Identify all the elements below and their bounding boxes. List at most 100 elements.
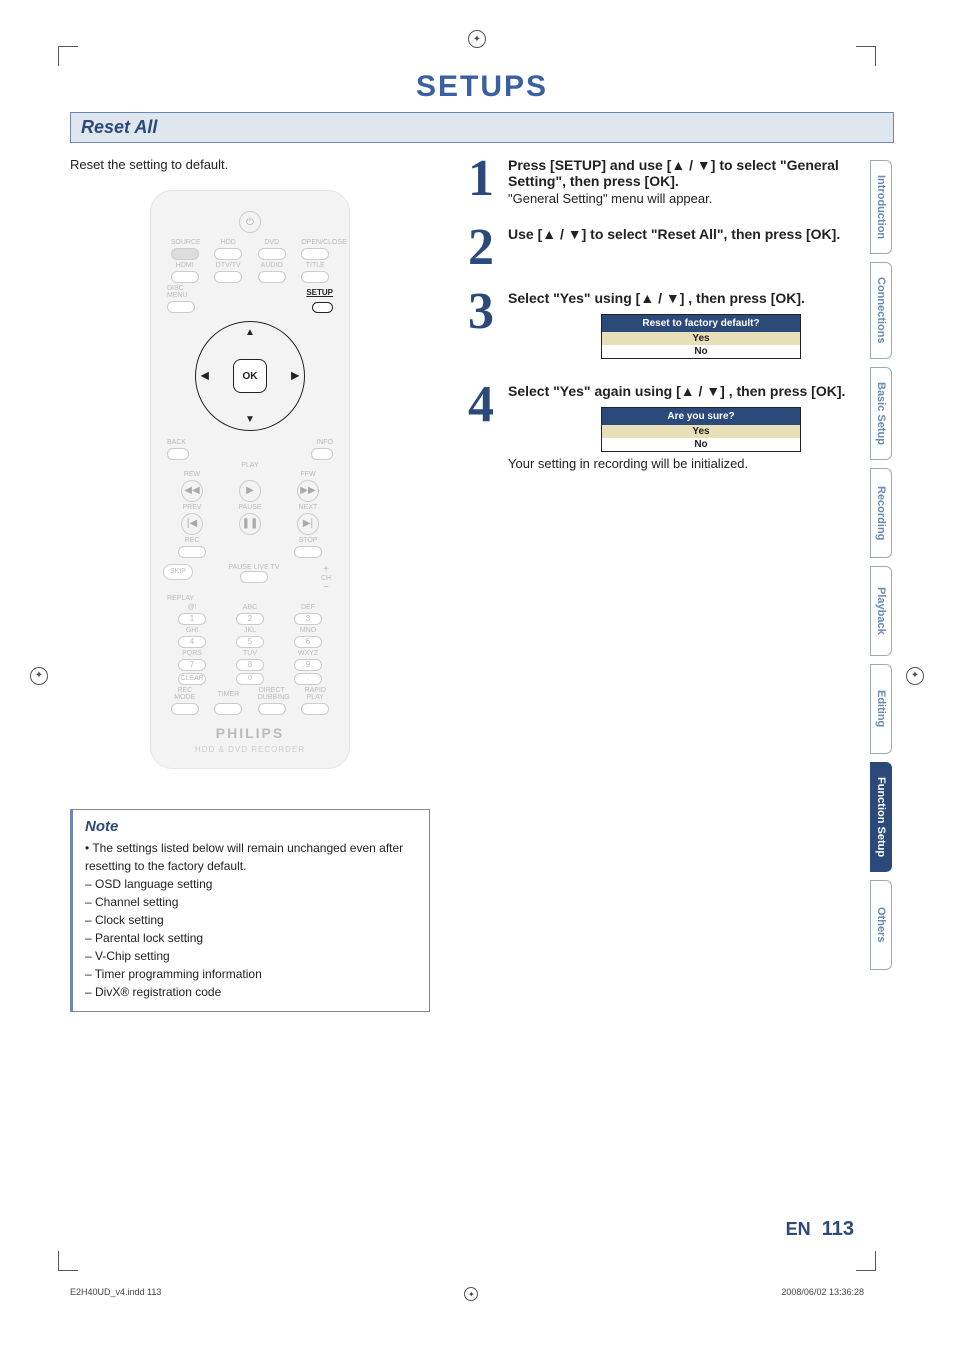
content: Reset the setting to default. ⏻ SOURCE H… [70, 157, 894, 1012]
remote-button [167, 301, 195, 313]
remote-label: REC [178, 537, 206, 544]
keypad-button: 7 [178, 659, 206, 671]
footer-right: 2008/06/02 13:36:28 [781, 1287, 864, 1301]
pause-icon: ❚❚ [239, 513, 261, 535]
crop-mark-icon [30, 667, 48, 685]
ok-button: OK [233, 359, 267, 393]
keypad-button: 6 [294, 636, 322, 648]
keypad-label: MNO [294, 627, 322, 634]
remote-button [171, 248, 199, 260]
next-icon: ▶| [297, 513, 319, 535]
remote-label: AUDIO [258, 262, 286, 269]
remote-label: PAUSE LIVE TV [193, 564, 315, 571]
note-item: Channel setting [85, 893, 417, 911]
rec-button [178, 546, 206, 558]
section-header: Reset All [70, 112, 894, 143]
keypad-button: 3 [294, 613, 322, 625]
intro-text: Reset the setting to default. [70, 157, 430, 172]
keypad: @!ABCDEF123GHIJKLMNO456PQRSTUVWXYZ789CLE… [163, 604, 337, 685]
remote-label: INFO [305, 439, 333, 446]
setup-button-highlight [312, 302, 333, 313]
steps: 1 Press [SETUP] and use [▲ / ▼] to selec… [454, 157, 894, 471]
remote-button [258, 271, 286, 283]
step-number: 1 [454, 157, 494, 206]
note-item: Clock setting [85, 911, 417, 929]
remote-button [240, 571, 268, 583]
brand-subtitle: HDD & DVD RECORDER [163, 745, 337, 754]
note-item: V-Chip setting [85, 947, 417, 965]
keypad-button: 1 [178, 613, 206, 625]
step-body: Select "Yes" again using [▲ / ▼] , then … [508, 383, 894, 471]
remote-button [258, 248, 286, 260]
step-body: Use [▲ / ▼] to select "Reset All", then … [508, 226, 894, 270]
crop-mark-icon: ✦ [464, 1287, 478, 1301]
note-box: Note The settings listed below will rema… [70, 809, 430, 1012]
keypad-label: TUV [236, 650, 264, 657]
dialog-option: Yes [602, 332, 800, 345]
note-title: Note [85, 818, 417, 835]
page-lang: EN [786, 1219, 811, 1239]
keypad-button: CLEAR [178, 673, 206, 685]
trim-corner [856, 1251, 876, 1271]
remote-button [171, 703, 199, 715]
remote-label: TITLE [301, 262, 329, 269]
keypad-label: DEF [294, 604, 322, 611]
side-tab[interactable]: Recording [870, 468, 892, 558]
power-icon: ⏻ [239, 211, 261, 233]
arrow-right-icon: ▶ [291, 371, 299, 382]
step-lead: Press [SETUP] and use [▲ / ▼] to select … [508, 157, 894, 189]
remote-label: DISC MENU [167, 285, 195, 299]
note-item: OSD language setting [85, 875, 417, 893]
note-item: Timer programming information [85, 965, 417, 983]
dialog-title: Are you sure? [602, 408, 800, 425]
keypad-label: GHI [178, 627, 206, 634]
trim-corner [58, 1251, 78, 1271]
remote-label: DTV/TV [214, 262, 242, 269]
dialog-option: No [602, 438, 800, 451]
note-item: Parental lock setting [85, 929, 417, 947]
spacer: PAUSE LIVE TV [193, 564, 315, 585]
side-tab[interactable]: Playback [870, 566, 892, 656]
confirm-dialog: Reset to factory default? YesNo [601, 314, 801, 359]
step-sub: "General Setting" menu will appear. [508, 191, 894, 206]
page-number: EN 113 [786, 1218, 854, 1241]
play-icon: ▶ [239, 480, 261, 502]
keypad-button: 2 [236, 613, 264, 625]
stop-button [294, 546, 322, 558]
side-tab[interactable]: Introduction [870, 160, 892, 254]
remote-button [214, 703, 242, 715]
note-intro: The settings listed below will remain un… [85, 839, 417, 875]
side-tab[interactable]: Function Setup [870, 762, 892, 872]
remote-illustration: ⏻ SOURCE HDD DVD OPEN/CLOSE HDMI DTV/TV [150, 190, 350, 769]
side-tab[interactable]: Editing [870, 664, 892, 754]
setup-label: SETUP [306, 288, 333, 297]
trim-corner [856, 46, 876, 66]
step: 2 Use [▲ / ▼] to select "Reset All", the… [454, 226, 894, 270]
side-tab[interactable]: Others [870, 880, 892, 970]
back-button [167, 448, 189, 460]
dialog-option: No [602, 345, 800, 358]
ffw-icon: ▶▶ [297, 480, 319, 502]
page-title: SETUPS [70, 70, 894, 104]
remote-label: STOP [294, 537, 322, 544]
remote-label: REPLAY [163, 595, 337, 602]
side-tab[interactable]: Basic Setup [870, 367, 892, 460]
crop-mark-icon [468, 30, 486, 48]
remote-label: RAPID PLAY [301, 687, 329, 701]
step: 4 Select "Yes" again using [▲ / ▼] , the… [454, 383, 894, 471]
keypad-label: WXYZ [294, 650, 322, 657]
step-number: 2 [454, 226, 494, 270]
keypad-button: 9 [294, 659, 322, 671]
step-lead: Use [▲ / ▼] to select "Reset All", then … [508, 226, 894, 242]
remote-label: FFW [294, 471, 322, 478]
remote-label: PAUSE [236, 504, 264, 511]
right-column: 1 Press [SETUP] and use [▲ / ▼] to selec… [450, 157, 894, 1012]
keypad-button: 8 [236, 659, 264, 671]
side-tab[interactable]: Connections [870, 262, 892, 359]
remote-button [301, 248, 329, 260]
dialog-option: Yes [602, 425, 800, 438]
page: SETUPS Reset All Reset the setting to de… [0, 0, 954, 1351]
rew-icon: ◀◀ [181, 480, 203, 502]
step-lead: Select "Yes" again using [▲ / ▼] , then … [508, 383, 894, 399]
keypad-button: 0 [236, 673, 264, 685]
